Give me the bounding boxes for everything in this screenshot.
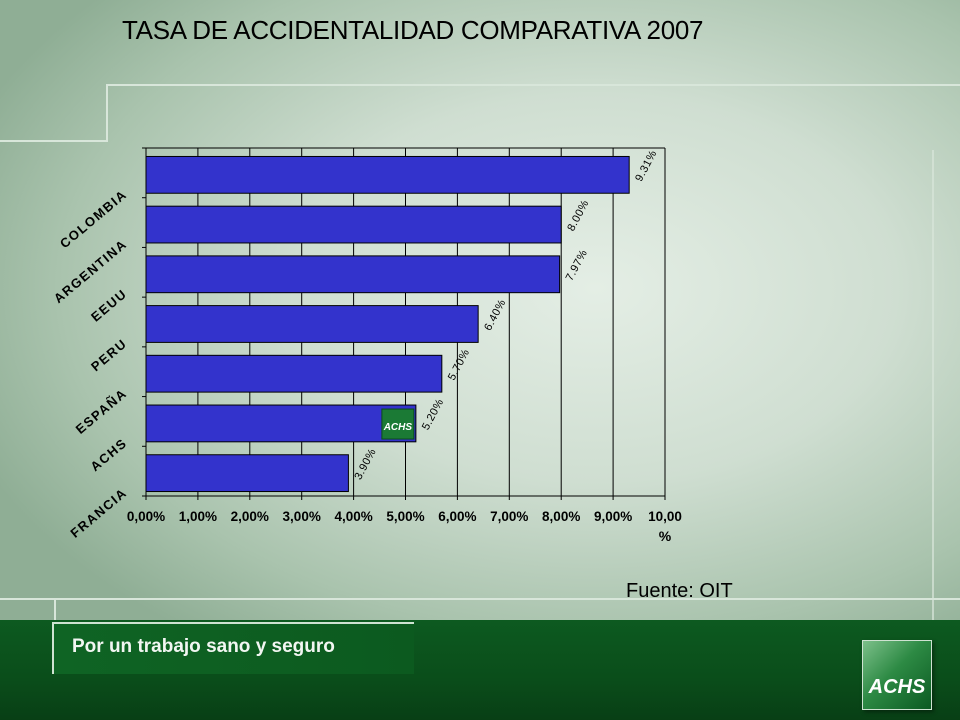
x-tick-label: 10,00 [648, 509, 682, 524]
x-tick-label: 1,00% [179, 509, 217, 524]
x-tick-label: 2,00% [231, 509, 269, 524]
x-tick-label: 9,00% [594, 509, 632, 524]
footer-tab [52, 622, 414, 674]
bar-colombia [145, 155, 630, 194]
data-label: 9.31% [633, 148, 659, 183]
category-label: FRANCIA [67, 485, 129, 541]
frame-line [106, 84, 960, 86]
data-label: 6.40% [482, 297, 508, 332]
x-tick-label: 4,00% [334, 509, 372, 524]
data-label: 5.20% [420, 397, 446, 432]
frame-line [932, 150, 934, 620]
achs-badge [381, 408, 415, 440]
bar-achs [145, 404, 417, 443]
x-tick-label: 7,00% [490, 509, 528, 524]
bar-españa [145, 354, 443, 393]
x-tick-label: 5,00% [386, 509, 424, 524]
bar-eeuu [145, 255, 561, 294]
category-label: EEUU [88, 286, 130, 325]
x-tick-label: 3,00% [283, 509, 321, 524]
category-label: PERU [88, 336, 130, 375]
x-unit-label: % [659, 528, 672, 544]
frame-line [0, 598, 960, 600]
category-label: ESPAÑA [73, 385, 130, 436]
data-label: 3.90% [352, 447, 378, 482]
achs-badge-text: ACHS [383, 422, 413, 433]
x-tick-label: 6,00% [438, 509, 476, 524]
x-tick-label: 0,00% [127, 509, 165, 524]
data-label: 8.00% [565, 198, 591, 233]
source-note: Fuente: OIT [626, 580, 733, 602]
x-tick-label: 8,00% [542, 509, 580, 524]
slide-title: TASA DE ACCIDENTALIDAD COMPARATIVA 2007 [122, 15, 704, 45]
footer-slogan: Por un trabajo sano y seguro [72, 636, 335, 657]
frame-line [0, 140, 108, 142]
achs-logo-text: ACHS [868, 676, 926, 698]
category-label: ACHS [87, 435, 129, 474]
bar-argentina [145, 205, 562, 244]
data-label: 5.70% [446, 347, 472, 382]
achs-logo [862, 640, 932, 710]
data-label: 7.97% [564, 248, 590, 283]
bar-peru [145, 305, 479, 343]
bar-francia [145, 454, 349, 493]
frame-line [106, 84, 108, 140]
